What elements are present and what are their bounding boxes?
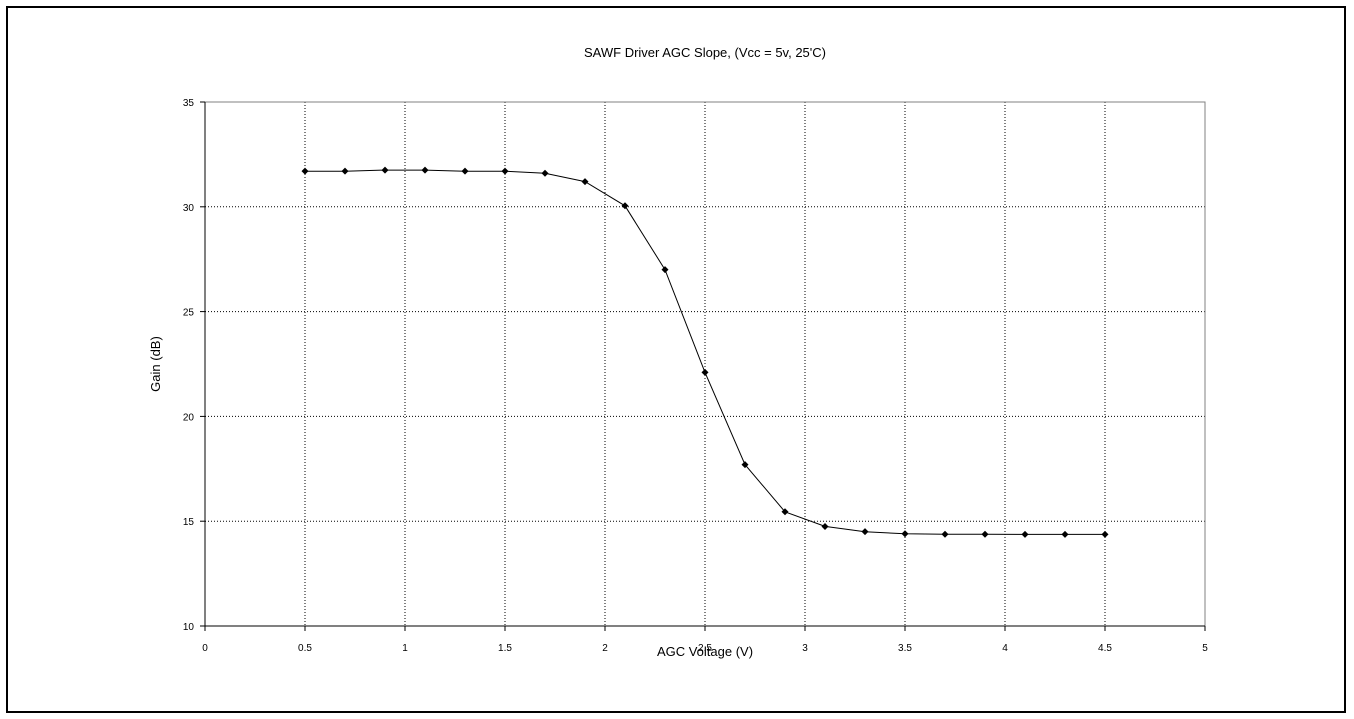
data-point-marker <box>421 166 429 174</box>
y-tick-label: 30 <box>183 203 195 214</box>
data-point-marker <box>341 167 349 175</box>
x-tick-label: 1.5 <box>498 643 512 654</box>
data-point-marker <box>821 522 829 530</box>
y-tick-label: 25 <box>183 308 195 319</box>
x-tick-label: 5 <box>1202 643 1208 654</box>
data-point-marker <box>301 167 309 175</box>
data-point-marker <box>461 167 469 175</box>
x-tick-labels: 0 0.5 1 1.5 2 2.5 3 3.5 4 4.5 5 <box>202 643 1208 654</box>
x-tick-label: 2.5 <box>698 643 712 654</box>
data-point-marker <box>541 169 549 177</box>
x-tick-label: 3.5 <box>898 643 912 654</box>
data-point-marker <box>941 530 949 538</box>
data-point-marker <box>861 528 869 536</box>
x-tick-label: 0 <box>202 643 208 654</box>
data-point-marker <box>981 530 989 538</box>
chart-frame <box>6 6 1346 713</box>
tick-marks <box>200 101 1206 631</box>
data-point-marker <box>1021 530 1029 538</box>
y-axis-label: Gain (dB) <box>148 336 163 392</box>
data-point-marker <box>1101 530 1109 538</box>
x-tick-label: 3 <box>802 643 808 654</box>
grid-lines <box>205 102 1205 626</box>
data-point-marker <box>381 166 389 174</box>
gain-series-line <box>305 169 1105 535</box>
data-point-marker <box>1061 530 1069 538</box>
data-point-marker <box>581 178 589 186</box>
data-point-marker <box>501 167 509 175</box>
data-point-marker <box>701 368 709 376</box>
y-tick-label: 15 <box>183 517 195 528</box>
x-tick-label: 4 <box>1002 643 1008 654</box>
data-point-marker <box>661 266 669 274</box>
y-tick-label: 20 <box>183 412 195 423</box>
x-tick-label: 0.5 <box>298 643 312 654</box>
chart-title: SAWF Driver AGC Slope, (Vcc = 5v, 25'C) <box>584 45 826 60</box>
data-point-marker <box>901 530 909 538</box>
data-point-marker <box>621 202 629 210</box>
data-point-marker <box>741 461 749 469</box>
x-tick-label: 1 <box>402 643 408 654</box>
gain-series-markers <box>301 166 1109 538</box>
y-tick-label: 10 <box>183 622 195 633</box>
x-tick-label: 2 <box>602 643 608 654</box>
data-point-marker <box>781 508 789 516</box>
y-tick-label: 35 <box>183 98 195 109</box>
x-tick-label: 4.5 <box>1098 643 1112 654</box>
y-tick-labels: 10 15 20 25 30 35 <box>183 98 195 633</box>
x-axis-label: AGC Voltage (V) <box>657 644 753 659</box>
